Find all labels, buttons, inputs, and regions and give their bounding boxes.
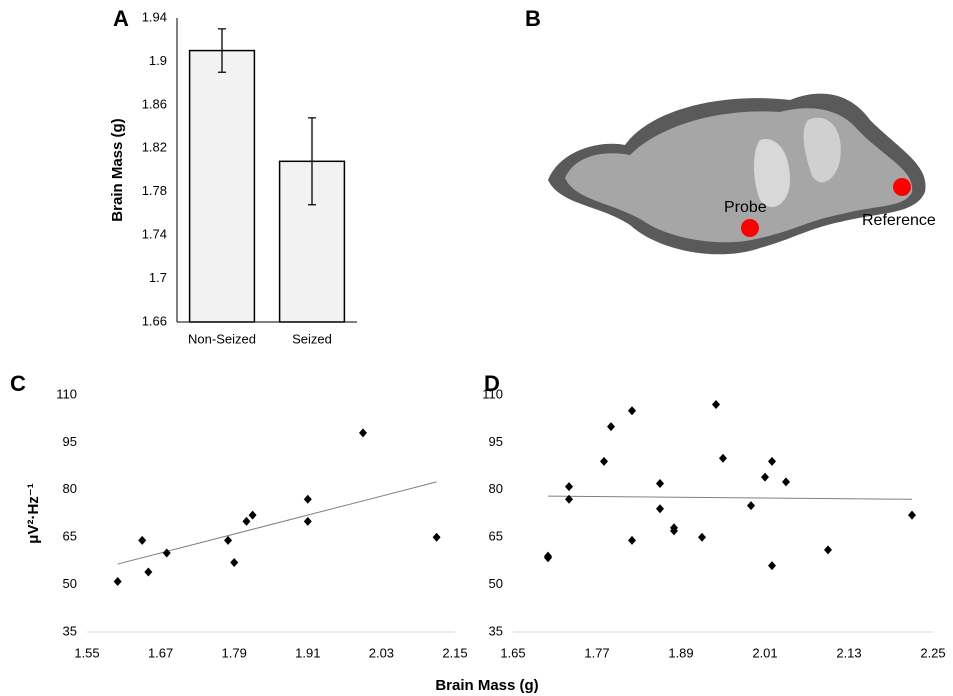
error-bar xyxy=(308,117,316,206)
point xyxy=(544,553,552,563)
panel-letter: D xyxy=(484,371,500,396)
x-tick-label: Seized xyxy=(292,331,332,346)
trend-line xyxy=(117,481,437,565)
y-tick-label: 80 xyxy=(63,481,77,496)
panel-letter: B xyxy=(525,6,541,31)
point xyxy=(565,482,573,492)
brain-region xyxy=(803,117,841,183)
point xyxy=(248,510,257,520)
y-tick-label: 1.7 xyxy=(149,270,167,285)
point xyxy=(565,494,573,504)
point xyxy=(600,456,608,466)
x-tick-label: 2.13 xyxy=(836,645,861,660)
y-tick-label: 65 xyxy=(63,529,77,544)
point xyxy=(719,453,727,463)
point xyxy=(768,456,776,466)
point xyxy=(113,576,122,586)
panel-letter: C xyxy=(10,371,26,396)
point xyxy=(628,535,636,545)
y-tick-label: 1.78 xyxy=(142,183,167,198)
y-tick-label: 1.82 xyxy=(142,140,167,155)
point xyxy=(698,532,706,542)
x-tick-label: 1.55 xyxy=(74,645,99,660)
probe-dot xyxy=(741,219,759,237)
point xyxy=(824,545,832,555)
point xyxy=(656,504,664,514)
y-tick-label: 50 xyxy=(63,576,77,591)
point xyxy=(607,422,615,432)
point xyxy=(138,535,147,545)
y-tick-label: 95 xyxy=(63,434,77,449)
point xyxy=(670,526,678,536)
point xyxy=(782,477,790,487)
y-axis-title: μV²·Hz⁻¹ xyxy=(25,483,42,543)
x-tick-label: 2.01 xyxy=(752,645,777,660)
y-tick-label: 1.66 xyxy=(142,313,167,328)
y-tick-label: 1.9 xyxy=(149,53,167,68)
y-tick-label: 35 xyxy=(63,623,77,638)
point xyxy=(242,516,251,526)
point xyxy=(224,535,233,545)
y-tick-label: 80 xyxy=(489,481,503,496)
y-tick-label: 110 xyxy=(56,386,77,401)
y-tick-label: 1.86 xyxy=(142,96,167,111)
point xyxy=(656,478,664,488)
trend-line xyxy=(547,495,913,500)
point xyxy=(144,567,153,577)
point xyxy=(628,406,636,416)
point xyxy=(303,494,312,504)
point xyxy=(359,428,367,438)
probe-label: Probe xyxy=(724,199,767,216)
y-tick-label: 1.74 xyxy=(142,227,167,242)
point xyxy=(908,510,916,520)
point xyxy=(712,399,720,409)
point xyxy=(303,516,312,526)
y-tick-label: 95 xyxy=(489,434,503,449)
point xyxy=(432,532,441,542)
point xyxy=(230,557,239,567)
y-tick-label: 1.94 xyxy=(142,9,167,24)
reference-dot xyxy=(893,178,911,196)
y-axis-title: Brain Mass (g) xyxy=(109,118,126,221)
point xyxy=(162,548,171,558)
point xyxy=(747,501,755,511)
x-tick-label: 1.67 xyxy=(148,645,173,660)
panel-letter: A xyxy=(113,6,129,31)
brain-diagram xyxy=(548,93,926,255)
point xyxy=(761,472,769,482)
bar xyxy=(188,49,256,323)
y-tick-label: 50 xyxy=(489,576,503,591)
x-axis-title: Brain Mass (g) xyxy=(435,677,538,694)
y-tick-label: 110 xyxy=(482,386,503,401)
x-tick-label: 1.91 xyxy=(295,645,320,660)
x-tick-label: 2.15 xyxy=(442,645,467,660)
reference-label: Reference xyxy=(862,212,936,229)
x-tick-label: 2.03 xyxy=(369,645,394,660)
x-tick-label: 2.25 xyxy=(920,645,945,660)
x-tick-label: 1.89 xyxy=(668,645,693,660)
x-tick-label: 1.79 xyxy=(222,645,247,660)
point xyxy=(768,561,776,571)
brain-region xyxy=(754,139,790,208)
x-tick-label: Non-Seized xyxy=(188,331,256,346)
x-tick-label: 1.77 xyxy=(584,645,609,660)
y-tick-label: 65 xyxy=(489,529,503,544)
y-tick-label: 35 xyxy=(489,623,503,638)
error-bar xyxy=(218,28,226,73)
x-tick-label: 1.65 xyxy=(500,645,525,660)
